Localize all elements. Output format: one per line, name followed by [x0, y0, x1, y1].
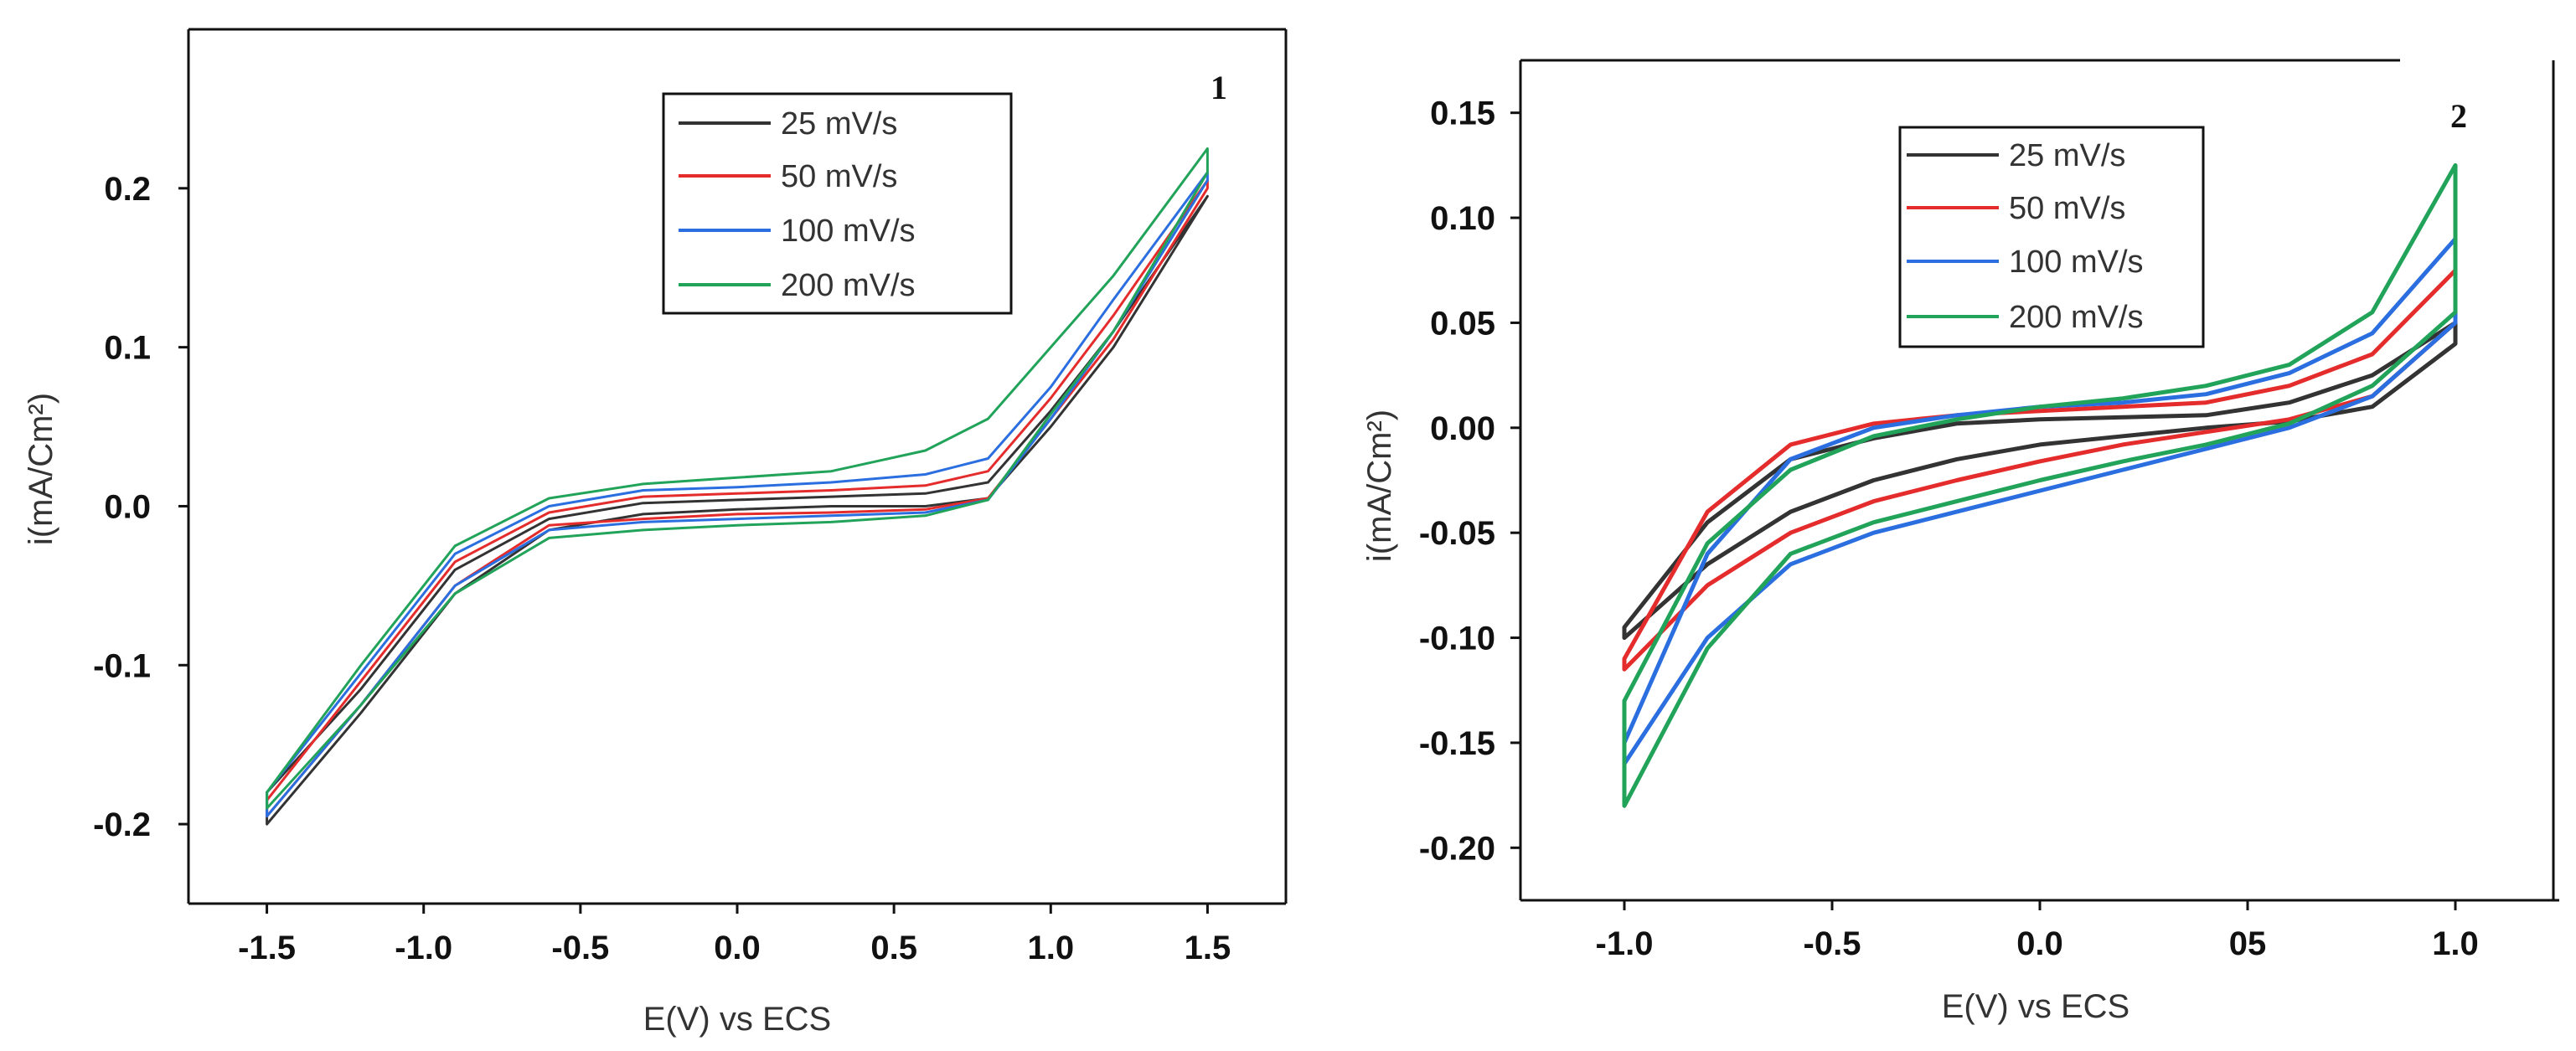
x-tick-label: -1.5: [238, 930, 296, 966]
curve-200-mv-s: [1622, 162, 2458, 808]
panel-label: 2: [2450, 97, 2467, 135]
legend-box: [662, 92, 1013, 315]
y-tick-label: 0.10: [1430, 200, 1495, 237]
legend: 25 mV/s 50 mV/s 100 mV/s 200 mV/s: [662, 92, 1013, 315]
y-tick-label: -0.15: [1419, 725, 1495, 762]
axis-ticks: -1.0 -0.5 0.0 05 1.0 -0.20 -0.15 -0.10 -0.05 0.00…: [1419, 95, 2479, 962]
legend: 25 mV/s 50 mV/s 100 mV/s 200 mV/s: [1898, 126, 2205, 348]
y-tick-label: 0.0: [104, 488, 151, 525]
voltammogram-curves: [1622, 162, 2458, 808]
legend-label-50: 50 mV/s: [781, 159, 897, 194]
x-tick-label: -0.5: [1804, 925, 1861, 962]
y-tick-label: 0.1: [104, 330, 151, 367]
x-axis-title: E(V) vs ECS: [1942, 988, 2129, 1025]
y-tick-label: -0.20: [1419, 830, 1495, 867]
legend-label-25: 25 mV/s: [781, 106, 897, 142]
x-tick-label: 0.0: [2016, 925, 2063, 962]
legend-label-200: 200 mV/s: [781, 268, 916, 303]
curve-100-mv-s: [1622, 236, 2458, 766]
x-tick-label: -1.0: [1596, 925, 1654, 962]
x-tick-label: 1.0: [2432, 925, 2479, 962]
legend-label-50: 50 mV/s: [2009, 191, 2125, 226]
legend-label-25: 25 mV/s: [2009, 138, 2125, 173]
x-tick-label: -0.5: [551, 930, 609, 966]
x-tick-label: 1.0: [1027, 930, 1074, 966]
legend-label-200: 200 mV/s: [2009, 300, 2144, 335]
y-tick-label: -0.05: [1419, 515, 1495, 552]
curve-200-mv-s: [266, 147, 1209, 810]
x-tick-label: 05: [2229, 925, 2267, 962]
y-axis-title: i(mA/Cm²): [23, 393, 59, 545]
x-tick-label: 0.0: [714, 930, 761, 966]
y-tick-label: 0.05: [1430, 305, 1495, 342]
legend-box: [1898, 126, 2205, 348]
x-tick-label: 1.5: [1185, 930, 1231, 966]
x-tick-label: 0.5: [870, 930, 917, 966]
curve-50-mv-s: [266, 178, 1209, 818]
axis-ticks: -1.5 -1.0 -0.5 0.0 0.5 1.0 1.5 -0.2 -0.1 0.0 0.1 0.…: [93, 171, 1231, 966]
y-tick-label: 0.15: [1430, 95, 1495, 132]
y-tick-label: 0.2: [104, 171, 151, 208]
x-axis-title: E(V) vs ECS: [643, 1001, 831, 1038]
y-tick-label: -0.1: [93, 647, 151, 684]
x-tick-label: -1.0: [395, 930, 452, 966]
y-tick-label: -0.10: [1419, 621, 1495, 657]
panel-label: 1: [1211, 69, 1227, 106]
y-axis-title: i(mA/Cm²): [1361, 410, 1398, 562]
legend-label-100: 100 mV/s: [2009, 245, 2144, 280]
chart-panel-1: -1.5 -1.0 -0.5 0.0 0.5 1.0 1.5 -0.2 -0.1 0.0 0.1 0.…: [23, 28, 1288, 1038]
curve-100-mv-s: [266, 171, 1209, 818]
chart-panel-2: -1.0 -0.5 0.0 05 1.0 -0.20 -0.15 -0.10 -0.05 0.00…: [1361, 59, 2559, 1025]
y-tick-label: 0.00: [1430, 410, 1495, 447]
curve-25-mv-s: [1622, 320, 2458, 641]
voltammogram-curves: [266, 147, 1209, 826]
y-tick-label: -0.2: [93, 806, 151, 843]
legend-label-100: 100 mV/s: [781, 214, 916, 249]
